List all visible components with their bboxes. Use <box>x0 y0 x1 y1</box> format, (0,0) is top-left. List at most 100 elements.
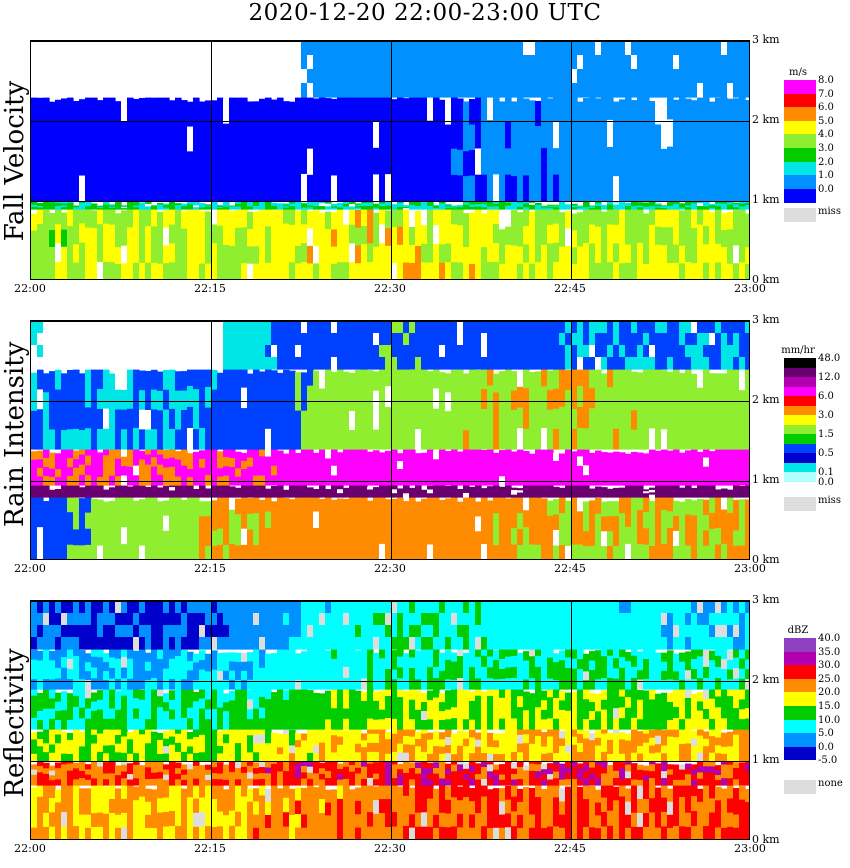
heatmap-cell <box>493 529 500 546</box>
heatmap-cell <box>79 430 86 450</box>
heatmap-cell <box>277 97 284 124</box>
heatmap-cell <box>253 365 260 387</box>
heatmap-cell <box>151 83 158 98</box>
heatmap-cell <box>325 83 332 98</box>
heatmap-cell <box>205 490 212 494</box>
heatmap-cell <box>157 613 164 626</box>
heatmap-cell <box>475 95 482 123</box>
heatmap-cell <box>139 514 146 531</box>
heatmap-cell <box>613 204 620 208</box>
heatmap-cell <box>745 454 749 466</box>
heatmap-cell <box>439 410 446 431</box>
heatmap-cell <box>445 373 452 393</box>
heatmap-cell <box>715 123 722 150</box>
heatmap-cell <box>331 333 338 346</box>
heatmap-cell <box>355 543 362 559</box>
heatmap-cell <box>229 458 236 468</box>
heatmap-cell <box>73 545 80 559</box>
heatmap-cell <box>697 333 704 346</box>
heatmap-cell <box>103 495 110 498</box>
heatmap-cell <box>709 101 716 128</box>
heatmap-cell <box>157 546 164 559</box>
heatmap-cell <box>235 529 242 547</box>
heatmap-cell <box>421 207 428 210</box>
panel-label-reflectivity: Reflectivity <box>0 648 30 798</box>
heatmap-cell <box>331 446 338 457</box>
heatmap-cell <box>619 487 626 491</box>
heatmap-cell <box>115 69 122 84</box>
heatmap-cell <box>709 69 716 84</box>
heatmap-cell <box>421 55 428 70</box>
heatmap-cell <box>55 357 62 370</box>
heatmap-cell <box>535 496 542 513</box>
heatmap-cell <box>691 357 698 370</box>
heatmap-cell <box>559 246 566 265</box>
heatmap-cell <box>85 321 92 334</box>
heatmap-cell <box>61 753 68 762</box>
heatmap-cell <box>199 546 206 559</box>
heatmap-cell <box>97 408 104 430</box>
heatmap-cell <box>379 485 386 491</box>
heatmap-cell <box>115 770 122 776</box>
heatmap-cell <box>547 409 554 430</box>
heatmap-cell <box>481 230 488 248</box>
heatmap-cell <box>745 230 749 248</box>
heatmap-cell <box>115 55 122 70</box>
heatmap-cell <box>61 373 68 393</box>
heatmap-cell <box>649 407 656 429</box>
heatmap-cell <box>217 468 224 478</box>
heatmap-cell <box>403 321 410 334</box>
heatmap-cell <box>355 509 362 528</box>
heatmap-cell <box>181 706 188 719</box>
heatmap-cell <box>97 243 104 263</box>
heatmap-cell <box>739 206 746 210</box>
heatmap-cell <box>673 500 680 517</box>
heatmap-cell <box>595 387 602 409</box>
heatmap-cell <box>253 206 260 210</box>
heatmap-cell <box>493 201 500 205</box>
heatmap-cell <box>139 429 146 450</box>
heatmap-cell <box>103 501 110 518</box>
heatmap-cell <box>235 69 242 84</box>
heatmap-cell <box>61 392 68 412</box>
heatmap-cell <box>145 544 152 559</box>
heatmap-cell <box>505 458 512 468</box>
heatmap-cell <box>367 93 374 121</box>
heatmap-cell <box>475 206 482 210</box>
heatmap-cell <box>145 83 152 98</box>
heatmap-cell <box>523 55 530 70</box>
heatmap-cell <box>499 429 506 450</box>
heatmap-cell <box>313 206 320 210</box>
heatmap-cell <box>103 637 110 650</box>
heatmap-cell <box>157 601 164 614</box>
heatmap-cell <box>145 709 152 720</box>
heatmap-cell <box>181 211 188 230</box>
heatmap-cell <box>367 357 374 370</box>
heatmap-cell <box>313 390 320 411</box>
heatmap-cell <box>355 446 362 457</box>
heatmap-cell <box>697 498 704 515</box>
heatmap-cell <box>739 488 746 493</box>
heatmap-cell <box>127 494 134 498</box>
heatmap-cell <box>151 772 158 780</box>
heatmap-cell <box>583 201 590 204</box>
heatmap-cell <box>313 495 320 498</box>
heatmap-cell <box>43 679 50 690</box>
heatmap-cell <box>301 55 308 70</box>
heatmap-cell <box>385 333 392 346</box>
heatmap-cell <box>415 486 422 491</box>
heatmap-cell <box>37 41 44 56</box>
heatmap-cell <box>145 474 152 486</box>
heatmap-cell <box>541 493 548 498</box>
heatmap-cell <box>91 357 98 370</box>
heatmap-cell <box>421 333 428 346</box>
heatmap-cell <box>355 83 362 98</box>
heatmap-cell <box>541 207 548 209</box>
heatmap-cell <box>457 83 464 98</box>
heatmap-cell <box>79 498 86 515</box>
heatmap-cell <box>697 224 704 245</box>
heatmap-cell <box>475 475 482 486</box>
heatmap-cell <box>169 428 176 450</box>
heatmap-cell <box>37 450 44 460</box>
heatmap-cell <box>259 530 266 547</box>
